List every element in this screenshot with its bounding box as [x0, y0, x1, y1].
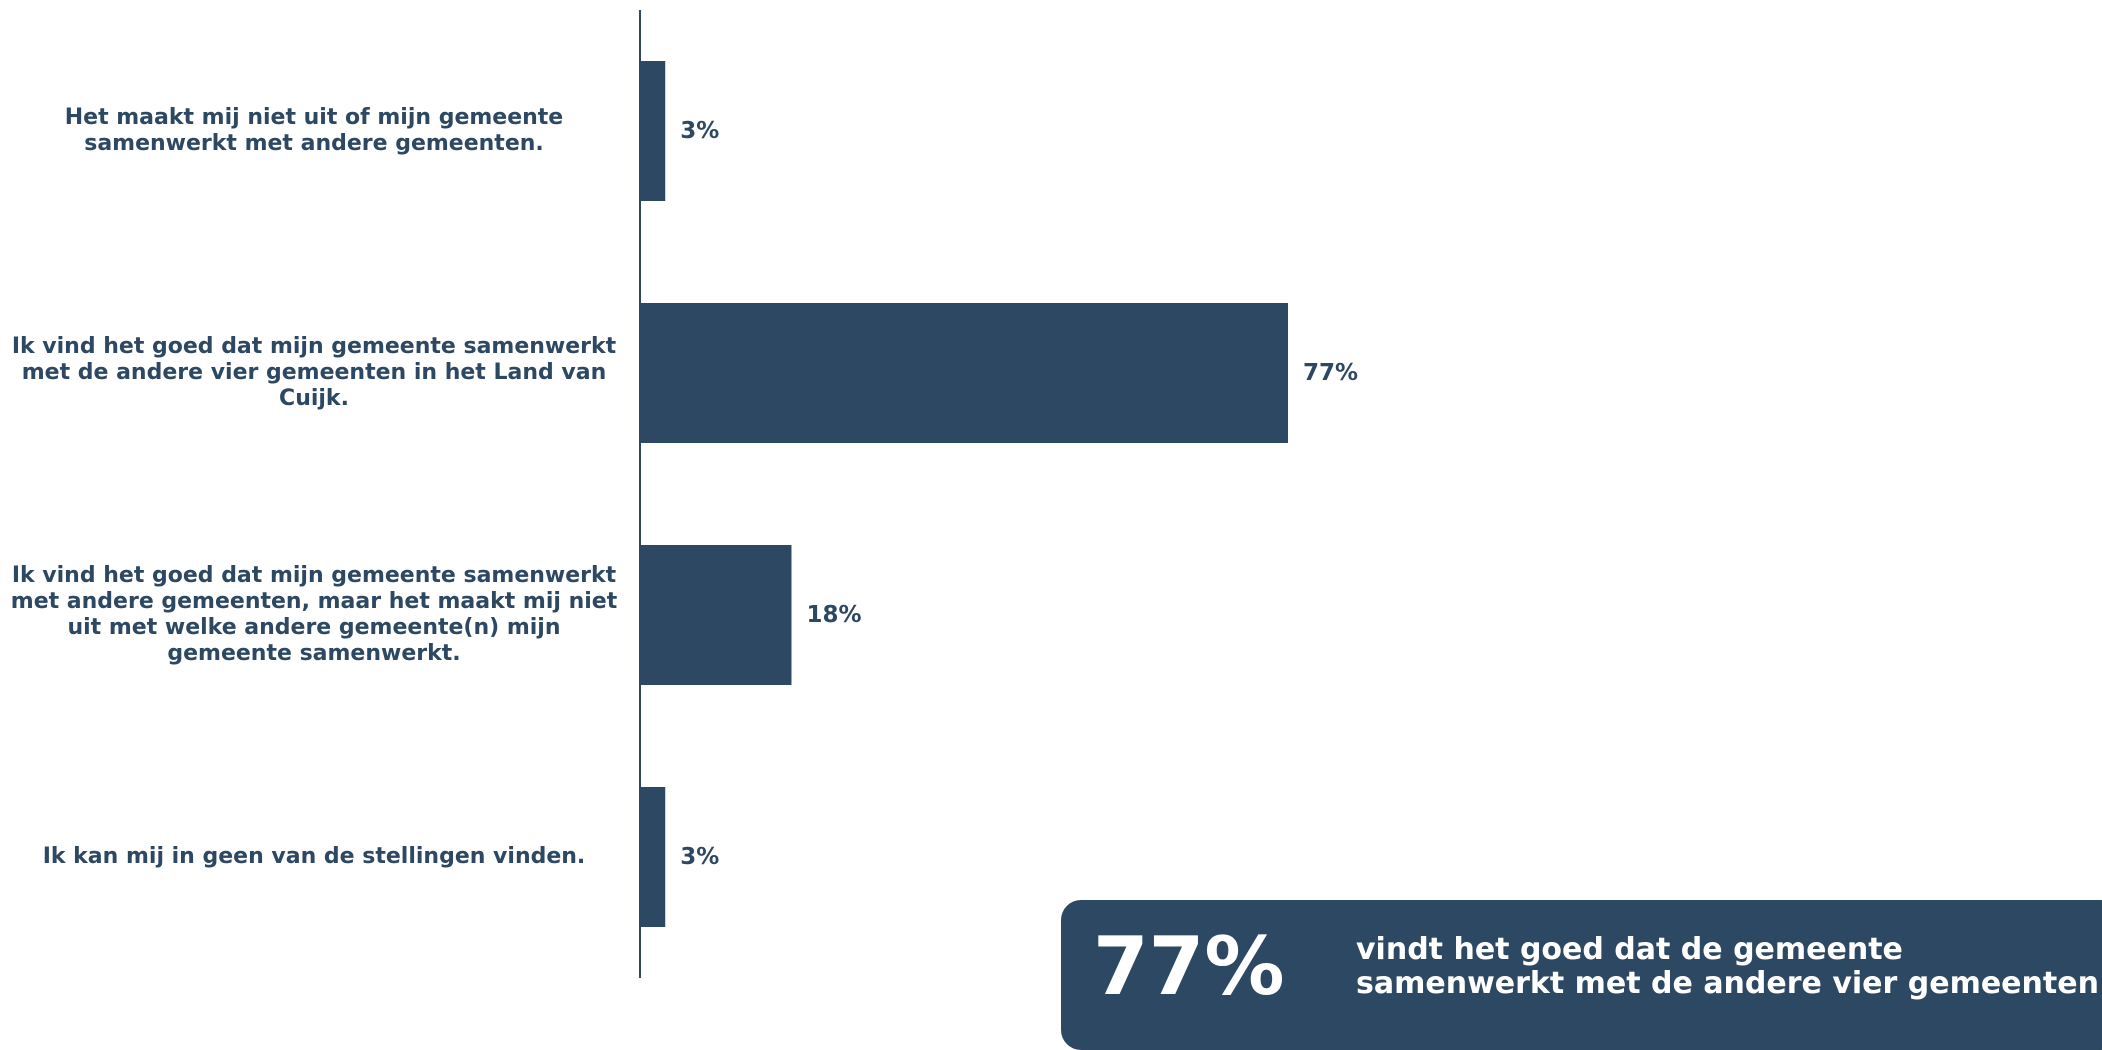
- bar: [640, 545, 792, 685]
- bar-value-label: 77%: [1303, 360, 1359, 386]
- bar-value-label: 3%: [680, 118, 720, 144]
- category-label: Het maakt mij niet uit of mijn gemeente …: [64, 105, 564, 156]
- category-label: Ik kan mij in geen van de stellingen vin…: [42, 844, 586, 869]
- bar: [640, 61, 666, 201]
- highlight-callout: 77% vindt het goed dat de gemeente samen…: [1061, 900, 2102, 1050]
- bar: [640, 303, 1288, 443]
- callout-text: vindt het goed dat de gemeente samenwerk…: [1356, 932, 2099, 1001]
- bar-value-label: 3%: [680, 844, 720, 870]
- bar-value-label: 18%: [806, 602, 862, 628]
- callout-value: 77%: [1093, 920, 1285, 1013]
- category-label: Ik vind het goed dat mijn gemeente samen…: [11, 334, 617, 411]
- bar: [640, 787, 666, 927]
- bars-group: [640, 61, 1288, 927]
- category-label: Ik vind het goed dat mijn gemeente samen…: [10, 563, 618, 666]
